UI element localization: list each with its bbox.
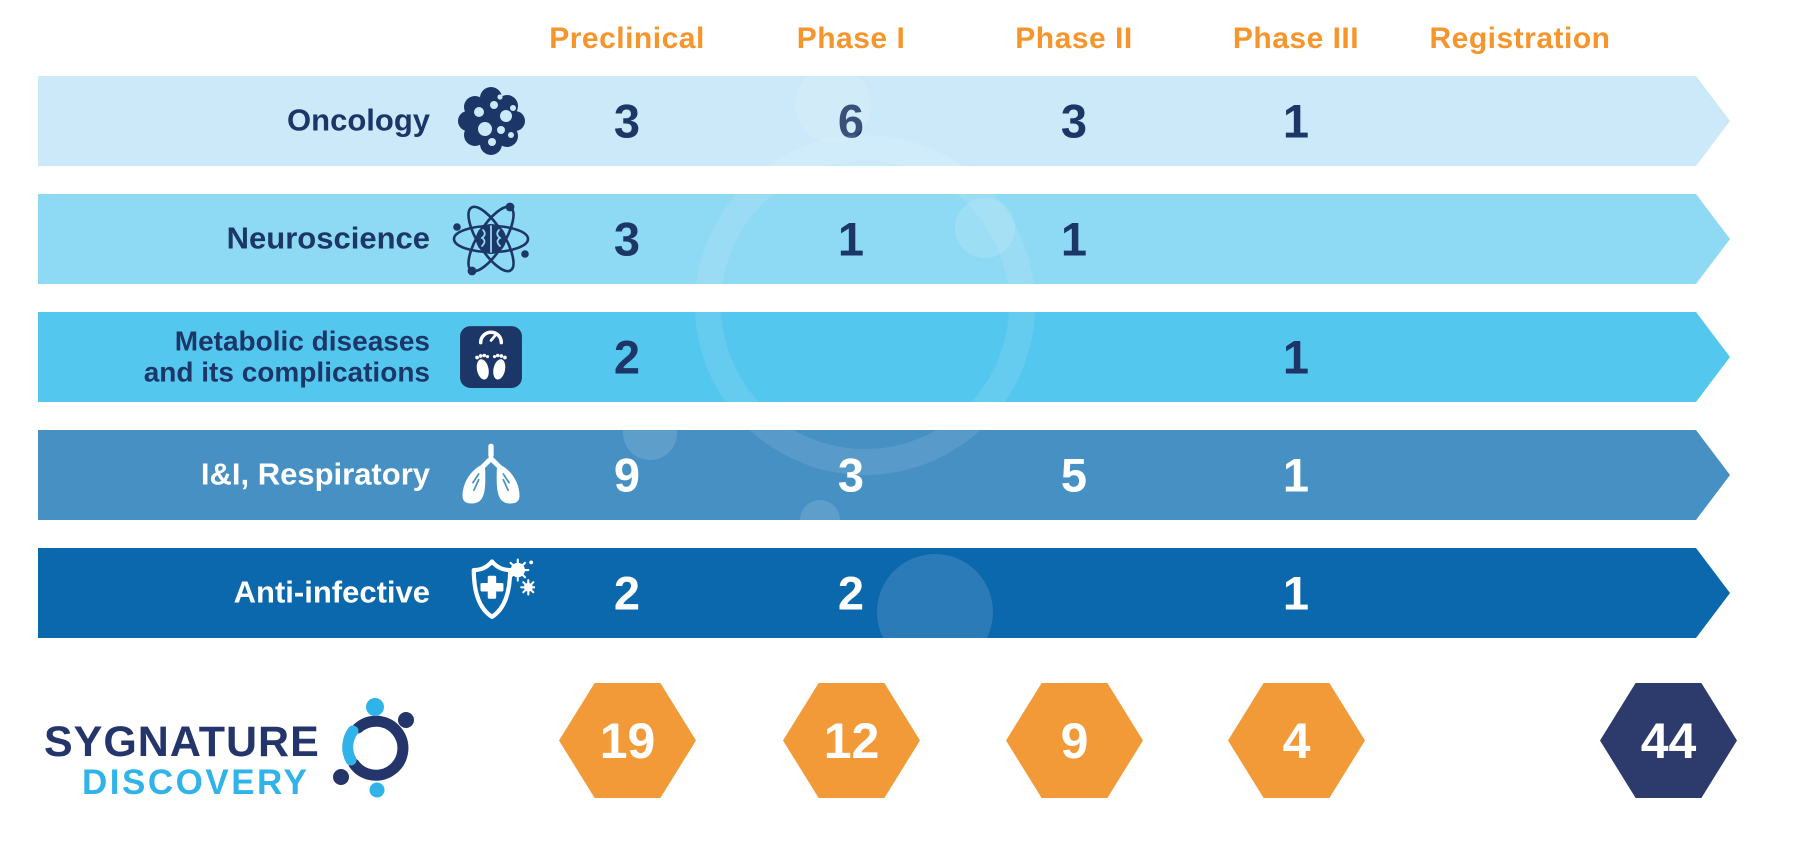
row-label-anti-infective: Anti-infective — [38, 576, 430, 611]
band-ii-respiratory: I&I, Respiratory 9 3 5 1 — [38, 430, 1730, 520]
cell-anti-infective-preclinical: 2 — [613, 566, 641, 620]
grand-total-hex: 44 — [1600, 683, 1737, 798]
cell-anti-infective-phase-1: 2 — [837, 566, 865, 620]
cell-ii-respiratory-phase-2: 5 — [1060, 448, 1088, 502]
cell-oncology-phase-2: 3 — [1060, 94, 1088, 148]
cell-oncology-preclinical: 3 — [613, 94, 641, 148]
row-label-ii-respiratory: I&I, Respiratory — [38, 458, 430, 493]
total-hex-phase-1: 12 — [783, 683, 920, 798]
phase-header-phase-3: Phase III — [1232, 22, 1360, 55]
weighing-scale-icon — [440, 312, 542, 402]
row-label-line1: I&I, Respiratory — [200, 456, 430, 492]
cancer-cell-icon — [440, 76, 542, 166]
row-label-line1: Anti-infective — [233, 574, 430, 610]
band-anti-infective: Anti-infective 2 2 1 — [38, 548, 1730, 638]
logo-line2: DISCOVERY — [82, 763, 310, 802]
row-label-line1: Neuroscience — [226, 220, 430, 256]
row-label-line1: Metabolic diseases — [174, 325, 430, 357]
cell-anti-infective-phase-3: 1 — [1282, 566, 1310, 620]
band-neuroscience: Neuroscience 3 — [38, 194, 1730, 284]
row-label-line1: Oncology — [287, 102, 430, 138]
shield-virus-icon — [440, 548, 542, 638]
phase-header-phase-2: Phase II — [1015, 22, 1133, 55]
cell-ii-respiratory-phase-1: 3 — [837, 448, 865, 502]
cell-ii-respiratory-phase-3: 1 — [1282, 448, 1310, 502]
total-hex-phase-2: 9 — [1006, 683, 1143, 798]
row-label-metabolic: Metabolic diseases and its complications — [38, 326, 430, 389]
logo-mark-icon — [332, 698, 414, 798]
sygnature-discovery-logo: SYGNATURE DISCOVERY — [44, 698, 416, 802]
band-oncology: Oncology 3 6 3 1 — [38, 76, 1730, 166]
phase-header-registration: Registration — [1429, 22, 1611, 55]
cell-metabolic-preclinical: 2 — [613, 330, 641, 384]
row-label-oncology: Oncology — [38, 104, 430, 139]
total-hex-preclinical: 19 — [559, 683, 696, 798]
cell-neuroscience-phase-1: 1 — [837, 212, 865, 266]
total-hex-phase-3: 4 — [1228, 683, 1365, 798]
neuroscience-atom-brain-icon — [440, 194, 542, 284]
cell-ii-respiratory-preclinical: 9 — [613, 448, 641, 502]
band-metabolic-diseases: Metabolic diseases and its complications… — [38, 312, 1730, 402]
row-label-neuroscience: Neuroscience — [38, 222, 430, 257]
logo-text: SYGNATURE DISCOVERY — [44, 720, 320, 802]
row-label-line2: and its complications — [143, 357, 430, 388]
cell-oncology-phase-1: 6 — [837, 94, 865, 148]
decor-ring — [695, 135, 1035, 475]
phase-header-phase-1: Phase I — [796, 22, 906, 55]
phase-header-preclinical: Preclinical — [549, 22, 705, 55]
lungs-icon — [440, 430, 542, 520]
cell-neuroscience-preclinical: 3 — [613, 212, 641, 266]
cell-neuroscience-phase-2: 1 — [1060, 212, 1088, 266]
logo-line1: SYGNATURE — [44, 718, 320, 766]
cell-metabolic-phase-3: 1 — [1282, 330, 1310, 384]
cell-oncology-phase-3: 1 — [1282, 94, 1310, 148]
